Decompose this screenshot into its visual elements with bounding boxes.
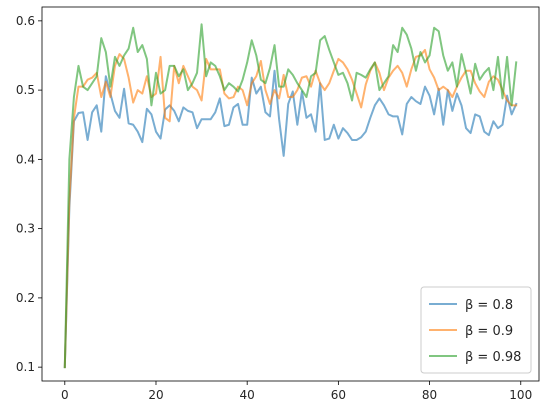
x-tick-label: 0 bbox=[61, 388, 69, 402]
y-tick-label: 0.3 bbox=[16, 222, 35, 236]
x-tick-label: 60 bbox=[331, 388, 346, 402]
y-tick-label: 0.5 bbox=[16, 83, 35, 97]
series-line-2 bbox=[63, 48, 518, 369]
legend-box bbox=[420, 286, 532, 374]
legend-label-3: β = 0.98 bbox=[465, 350, 521, 365]
y-tick-label: 0.2 bbox=[16, 291, 35, 305]
x-tick-label: 20 bbox=[148, 388, 163, 402]
legend: β = 0.8 β = 0.9 β = 0.98 bbox=[420, 286, 532, 374]
x-tick-label: 100 bbox=[509, 388, 532, 402]
y-tick-label: 0.6 bbox=[16, 14, 35, 28]
x-tick-label: 40 bbox=[240, 388, 255, 402]
legend-label-2: β = 0.9 bbox=[465, 324, 513, 339]
y-tick-label: 0.4 bbox=[16, 152, 35, 166]
x-tick-label: 80 bbox=[422, 388, 437, 402]
plot-frame bbox=[41, 6, 540, 382]
axes-layer: 0 20 40 60 80 100 0.1 0.2 0.3 0.4 0.5 0.6 bbox=[16, 14, 532, 402]
series-layer bbox=[63, 23, 518, 369]
series-line-3 bbox=[63, 23, 518, 369]
y-tick-label: 0.1 bbox=[16, 360, 35, 374]
legend-label-1: β = 0.8 bbox=[465, 298, 513, 313]
